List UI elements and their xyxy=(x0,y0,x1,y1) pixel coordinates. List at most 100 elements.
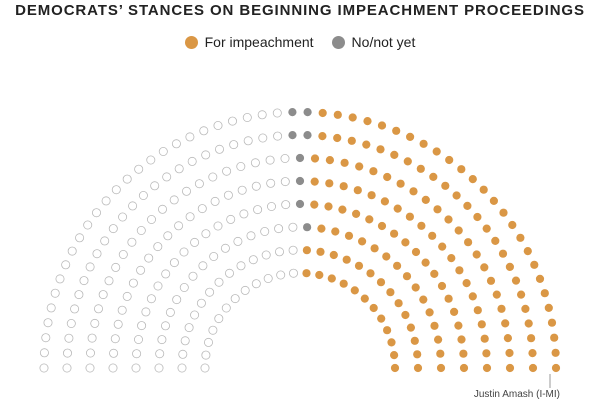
seat-for-impeachment xyxy=(489,196,498,205)
seat-for-impeachment xyxy=(366,269,375,278)
seat-other xyxy=(133,334,143,344)
seat-other xyxy=(169,195,179,205)
seat-for-impeachment xyxy=(482,224,491,233)
seat-for-impeachment xyxy=(480,334,489,343)
seat-other xyxy=(187,156,197,166)
seat-other xyxy=(194,179,204,189)
seat-other xyxy=(118,249,128,259)
seat-other xyxy=(128,201,138,211)
seat-other xyxy=(199,126,209,136)
seat-for-impeachment xyxy=(434,335,443,344)
seat-other xyxy=(229,140,239,150)
seat-for-impeachment xyxy=(491,236,500,245)
seat-other xyxy=(62,363,72,373)
seat-other xyxy=(237,185,247,195)
seat-for-impeachment xyxy=(377,121,387,130)
seat-for-impeachment xyxy=(511,276,521,285)
seat-for-impeachment xyxy=(355,162,364,171)
seat-other xyxy=(185,132,195,142)
seat-for-impeachment xyxy=(348,113,357,122)
seat-other xyxy=(288,245,298,255)
seat-other xyxy=(122,291,132,301)
seat-other xyxy=(160,321,170,331)
seat-other xyxy=(223,190,233,200)
seat-for-impeachment xyxy=(417,221,426,230)
legend-swatch-for-impeachment xyxy=(184,35,198,49)
seat-for-impeachment xyxy=(386,288,395,297)
seat-other xyxy=(74,290,84,300)
seat-other xyxy=(210,196,220,206)
seat-for-impeachment xyxy=(457,165,466,174)
seat-for-impeachment xyxy=(376,145,385,154)
seat-other xyxy=(150,181,160,191)
seat-other xyxy=(251,279,261,289)
seat-other xyxy=(39,363,49,373)
seats-group xyxy=(39,108,561,373)
seat-for-impeachment xyxy=(430,269,439,278)
seat-other xyxy=(155,349,165,359)
seat-for-impeachment xyxy=(472,250,481,259)
seat-for-impeachment xyxy=(468,292,477,301)
seat-for-impeachment xyxy=(457,335,466,344)
seat-for-impeachment xyxy=(517,290,526,299)
seat-other xyxy=(208,172,218,182)
seat-for-impeachment xyxy=(464,238,473,247)
seat-other xyxy=(180,336,190,346)
seat-for-impeachment xyxy=(419,139,428,148)
seat-other xyxy=(101,196,111,206)
seat-other xyxy=(260,226,270,236)
seat-other xyxy=(242,113,252,123)
seat-for-impeachment xyxy=(492,290,501,299)
seat-for-impeachment xyxy=(479,185,488,194)
seat-other xyxy=(136,265,146,275)
seat-other xyxy=(201,150,211,160)
seat-for-impeachment xyxy=(413,350,422,359)
seat-for-impeachment xyxy=(428,231,437,240)
seat-other xyxy=(263,273,273,283)
seat-other xyxy=(288,268,298,278)
seat-for-impeachment xyxy=(353,186,362,195)
seat-other xyxy=(214,144,224,154)
seat-other xyxy=(169,258,179,268)
seat-other xyxy=(236,261,246,271)
seat-other xyxy=(265,155,275,165)
seat-other xyxy=(280,153,290,163)
seat-for-impeachment xyxy=(367,191,376,200)
seat-other xyxy=(104,276,114,286)
seat-for-impeachment xyxy=(547,318,557,327)
seat-other xyxy=(92,208,102,218)
legend-item-not-yet: No/not yet xyxy=(331,34,415,50)
seat-other xyxy=(94,304,104,314)
seat-other xyxy=(280,177,290,187)
seat-for-impeachment xyxy=(317,224,326,233)
seat-for-impeachment xyxy=(498,249,508,258)
seat-other xyxy=(55,274,65,284)
seat-for-impeachment xyxy=(445,155,454,165)
seat-for-impeachment xyxy=(344,231,354,240)
seat-for-impeachment xyxy=(433,205,442,214)
seat-other xyxy=(43,318,53,328)
seat-for-impeachment xyxy=(455,266,464,275)
seat-other xyxy=(184,323,194,333)
seat-other xyxy=(251,181,261,191)
seat-other xyxy=(274,224,284,234)
seat-other xyxy=(246,231,256,241)
seat-for-impeachment xyxy=(393,204,402,213)
seat-other xyxy=(46,303,56,313)
seat-for-impeachment xyxy=(452,191,461,200)
seat-other xyxy=(258,133,268,143)
seat-other xyxy=(64,333,74,343)
seat-for-impeachment xyxy=(347,136,356,145)
seat-for-impeachment xyxy=(419,295,428,304)
seat-other xyxy=(146,294,156,304)
seat-for-impeachment xyxy=(370,244,379,253)
seat-for-impeachment xyxy=(437,281,447,291)
seat-other xyxy=(257,110,267,120)
seat-other xyxy=(79,276,89,286)
seat-for-impeachment xyxy=(390,229,399,238)
seat-other xyxy=(178,349,188,359)
seat-for-impeachment xyxy=(377,221,387,231)
seat-for-impeachment xyxy=(310,177,319,186)
seat-not-yet xyxy=(288,131,297,140)
seat-other xyxy=(213,221,223,231)
